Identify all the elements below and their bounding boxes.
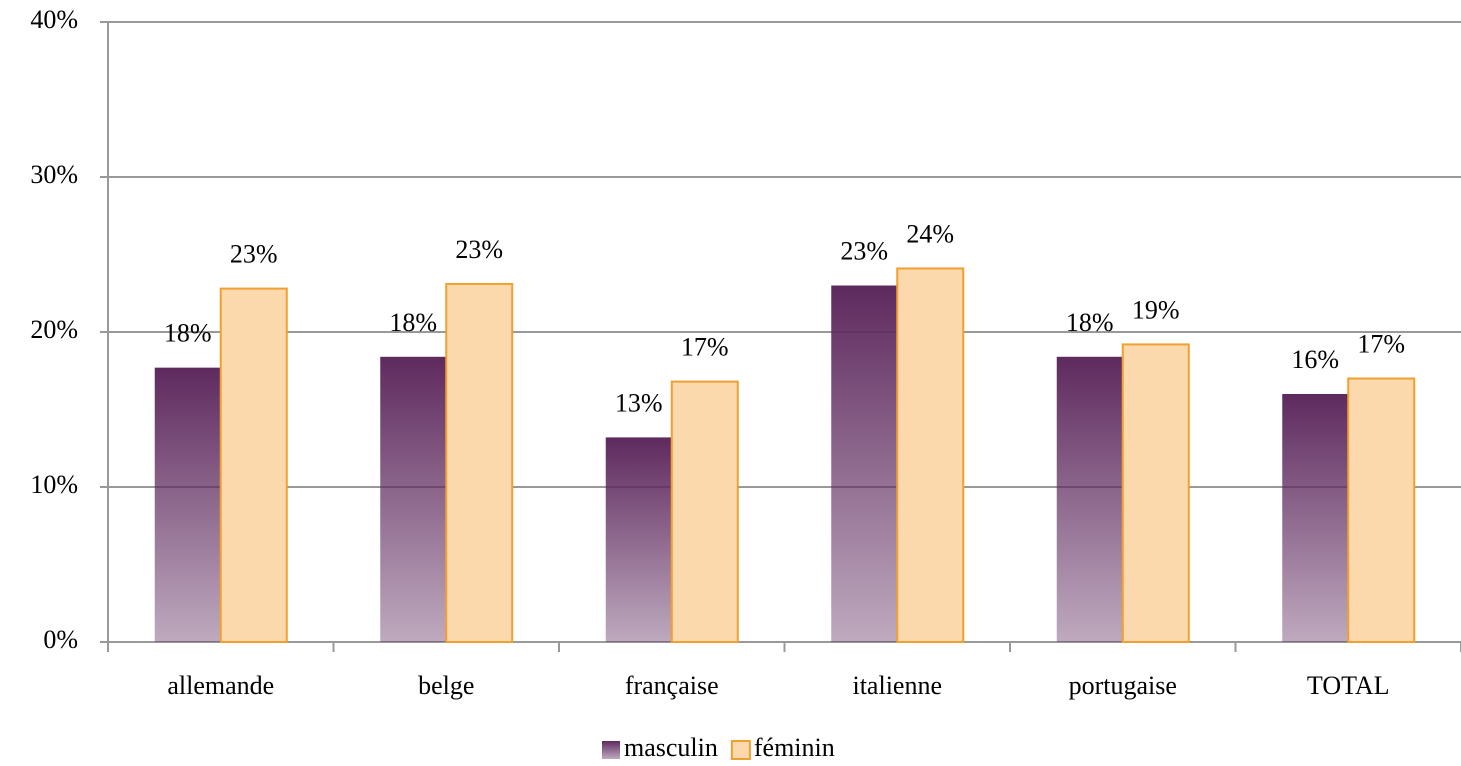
bar xyxy=(1121,343,1190,643)
legend-swatch xyxy=(730,740,751,760)
data-label: 23% xyxy=(455,235,503,264)
bar xyxy=(831,285,898,642)
data-label: 24% xyxy=(906,219,954,248)
bar xyxy=(219,287,288,643)
bar xyxy=(445,282,514,643)
bar xyxy=(896,267,965,643)
data-label: 19% xyxy=(1132,295,1180,324)
legend-label: féminin xyxy=(754,733,835,762)
y-tick-label: 20% xyxy=(30,315,78,344)
x-tick-label: allemande xyxy=(167,671,274,700)
data-label: 18% xyxy=(389,308,437,337)
x-tick-label: française xyxy=(625,671,719,700)
data-label: 23% xyxy=(840,236,888,265)
bar xyxy=(1347,377,1416,643)
data-label: 18% xyxy=(164,319,212,348)
data-label: 13% xyxy=(615,388,663,417)
y-tick-label: 40% xyxy=(30,5,78,34)
data-label: 18% xyxy=(1066,308,1114,337)
legend-swatch xyxy=(602,741,620,759)
bar xyxy=(1056,356,1123,642)
y-tick-label: 0% xyxy=(43,625,78,654)
x-tick-label: portugaise xyxy=(1069,671,1177,700)
legend-label: masculin xyxy=(624,733,718,762)
y-tick-label: 10% xyxy=(30,470,78,499)
x-tick-label: belge xyxy=(418,671,474,700)
bar xyxy=(1282,394,1349,642)
x-tick-label: italienne xyxy=(852,671,942,700)
bar xyxy=(605,437,672,642)
bar xyxy=(670,380,739,643)
data-label: 17% xyxy=(681,333,729,362)
x-tick-label: TOTAL xyxy=(1307,671,1390,700)
data-label: 23% xyxy=(230,240,278,269)
bar xyxy=(380,356,447,642)
bar xyxy=(154,367,221,642)
data-label: 16% xyxy=(1291,345,1339,374)
data-label: 17% xyxy=(1357,329,1405,358)
y-tick-label: 30% xyxy=(30,160,78,189)
